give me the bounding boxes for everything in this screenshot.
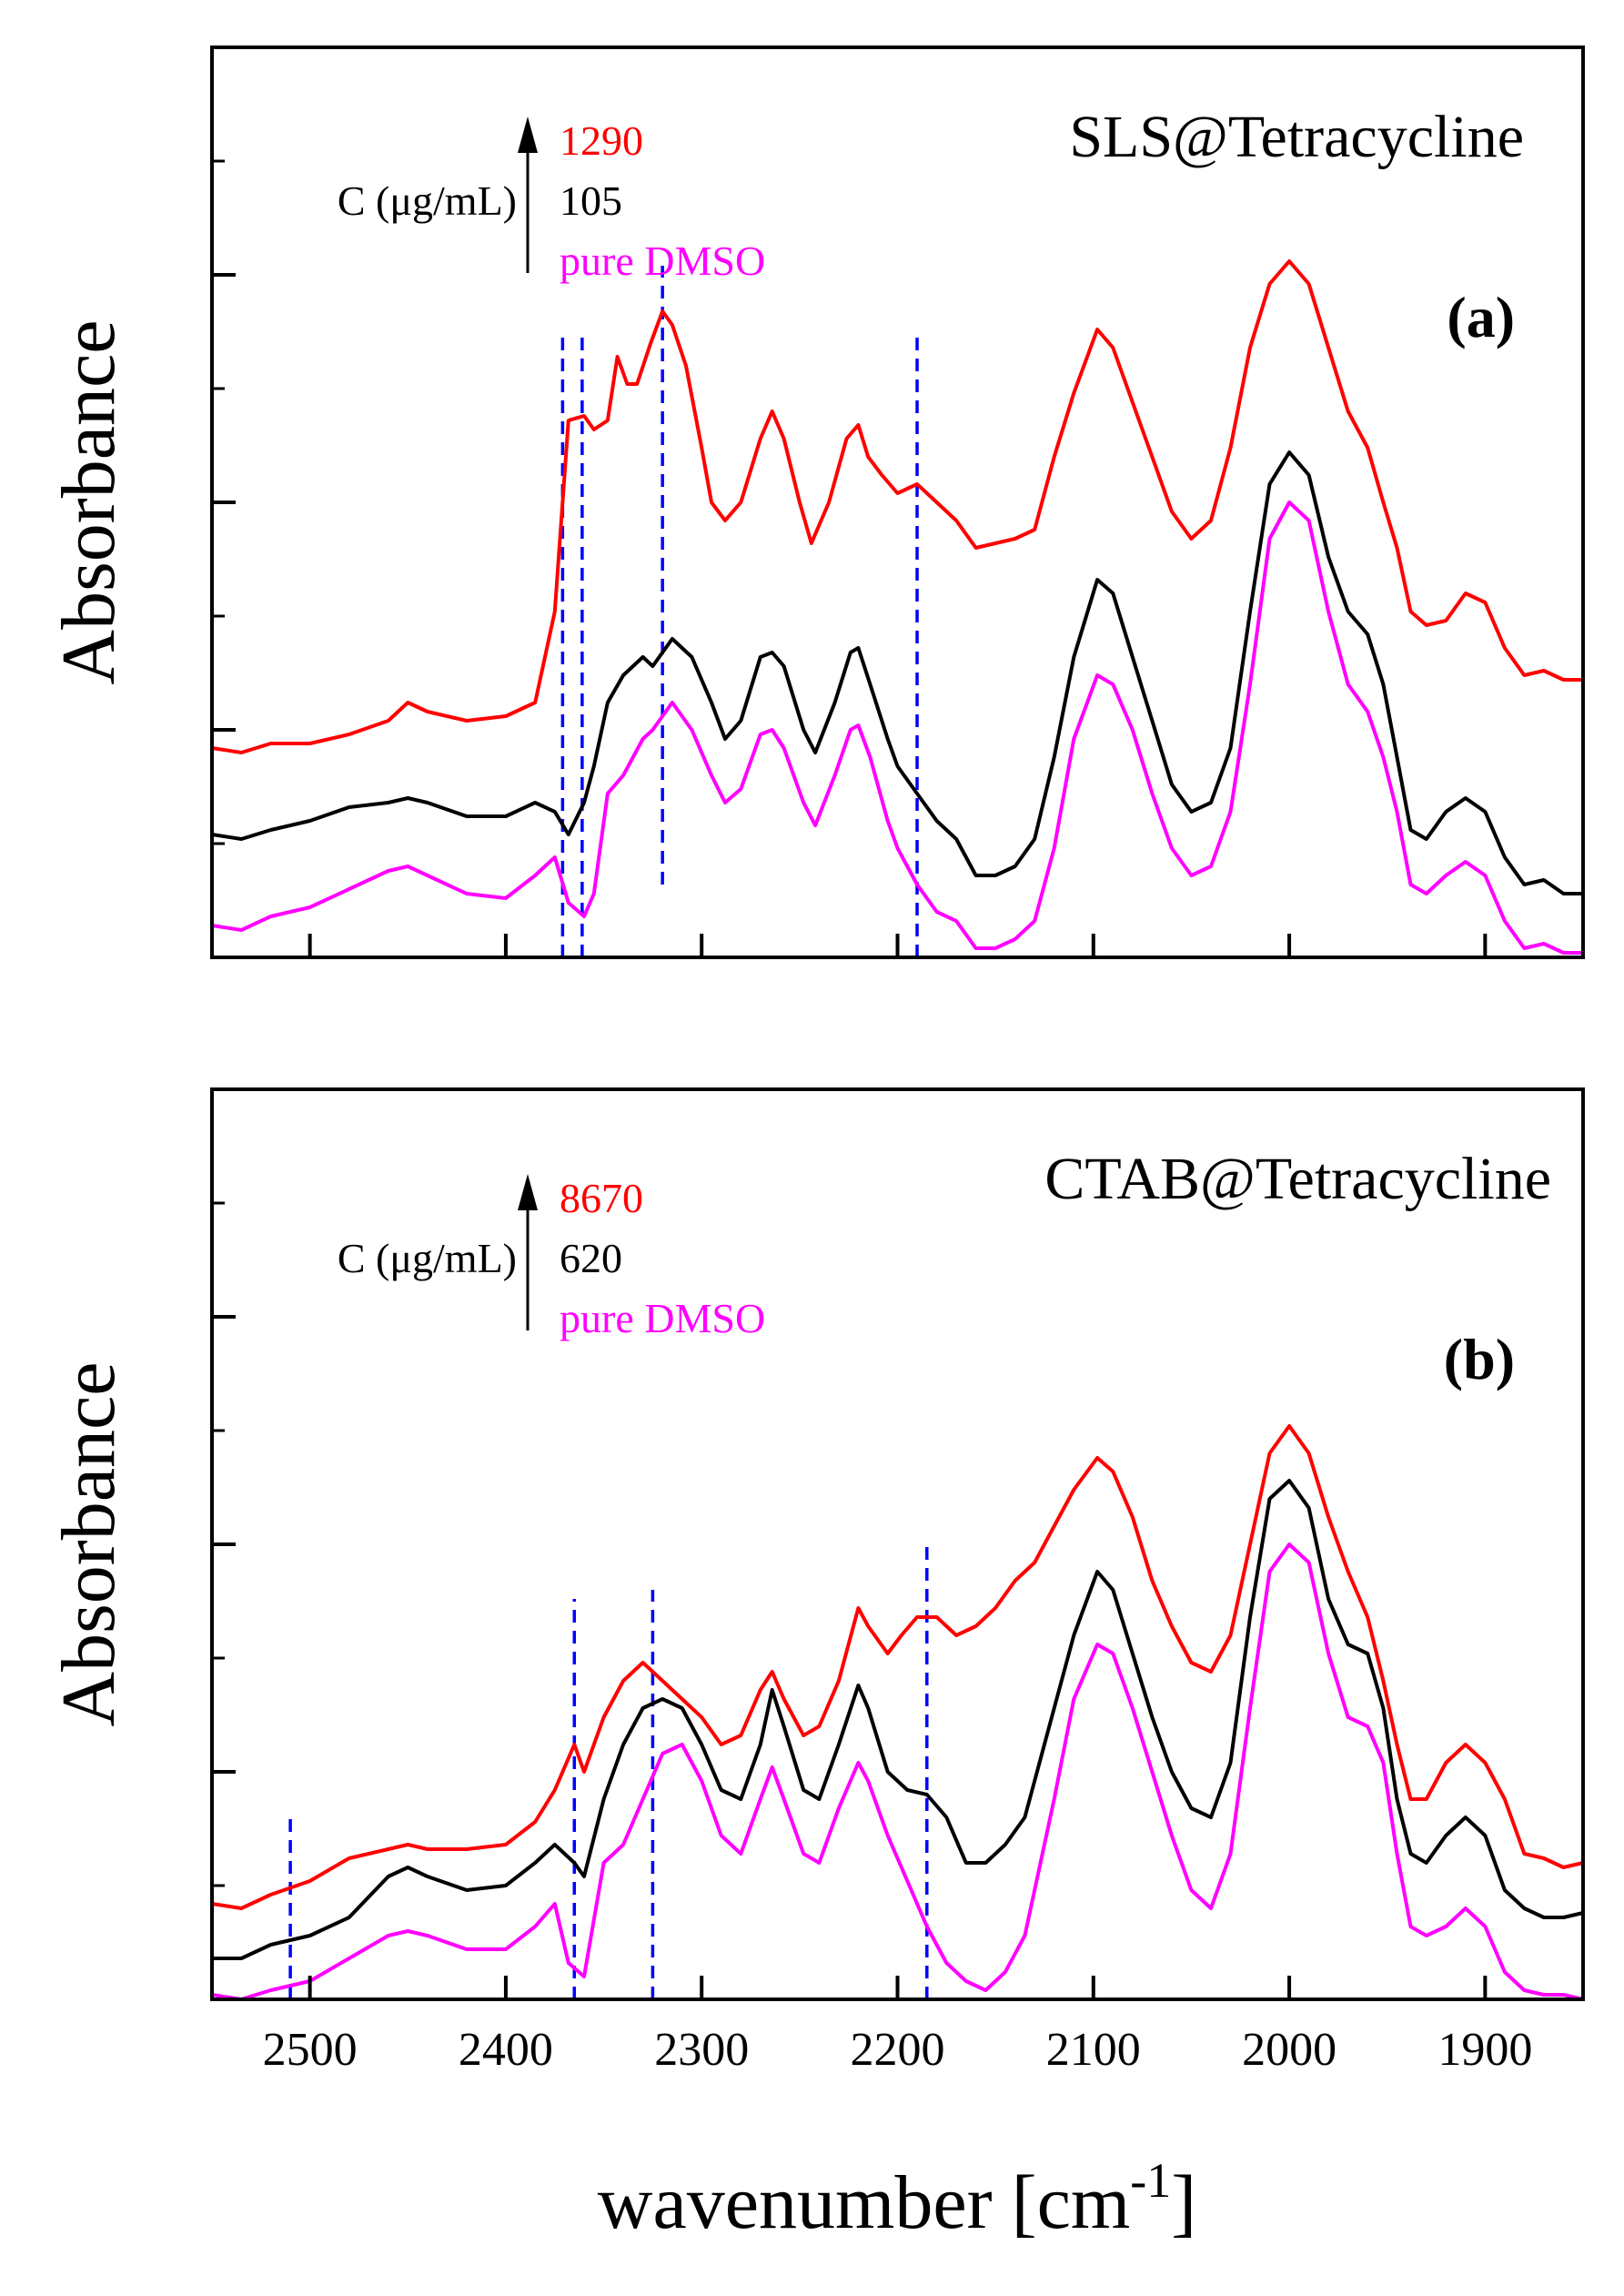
panel-b-legend-entry-high: 8670 [560,1175,643,1221]
panel-a-legend-axis-name: C (μg/mL) [338,177,517,224]
panel-a-marks [211,259,1583,957]
x-axis-label-end: ] [1171,2160,1196,2245]
panel-a-legend-arrow-head [518,116,538,153]
panel-b-ticks: 2500 2400 2300 2200 2100 2000 1900 [212,1087,1532,2076]
panel-b-x-tick-label-2100: 2100 [1046,2024,1141,2076]
panel-a-title: SLS@Tetracycline [1069,104,1524,170]
panel-a-ticks [212,46,1488,957]
panel-b-legend: C (μg/mL) 8670 620 pure DMSO [338,1174,765,1341]
panel-b-x-tick-label-1900: 1900 [1437,2024,1532,2076]
panel-b-legend-entry-low: pure DMSO [560,1295,765,1341]
panel-b-x-tick-label-2200: 2200 [851,2024,945,2076]
panel-b: 2500 2400 2300 2200 2100 2000 1900 Absorbance … [46,1087,1585,2076]
panel-b-x-tick-label-2500: 2500 [263,2024,358,2076]
panel-b-series-8670 [211,1424,1584,1910]
panel-a: Absorbance SLS@Tetracycline (a) C (μg/mL… [46,46,1585,959]
panel-b-marks [211,1424,1584,2001]
panel-b-legend-axis-name: C (μg/mL) [338,1235,517,1281]
panel-b-series-620 [212,1479,1584,1960]
panel-b-tag: (b) [1444,1327,1515,1391]
panel-a-y-axis-label: Absorbance [46,319,131,684]
panel-b-x-tick-label-2000: 2000 [1242,2024,1337,2076]
panel-a-legend: C (μg/mL) 1290 105 pure DMSO [338,116,765,284]
panel-a-legend-entry-low: pure DMSO [560,238,765,284]
panel-b-title: CTAB@Tetracycline [1044,1146,1551,1212]
panel-b-y-axis-label: Absorbance [46,1361,131,1726]
panel-b-legend-arrow-head [518,1174,538,1210]
x-axis-label-main: wavenumber [cm [598,2160,1130,2245]
panel-a-legend-entry-mid: 105 [560,177,622,224]
panel-b-x-tick-label-2300: 2300 [654,2024,749,2076]
panel-b-legend-entry-mid: 620 [560,1235,622,1281]
panel-b-series-pure-dmso [211,1542,1584,2001]
x-axis-label-superscript: -1 [1130,2153,1171,2208]
panel-a-tag: (a) [1447,285,1515,349]
panel-a-legend-entry-high: 1290 [560,117,643,164]
panel-a-series-1290 [211,259,1583,754]
panel-b-x-tick-label-2400: 2400 [459,2024,553,2076]
x-axis-label: wavenumber [cm-1] [598,2153,1196,2245]
panel-a-series-105 [211,450,1583,895]
panel-a-series-pure-dmso [211,501,1583,955]
